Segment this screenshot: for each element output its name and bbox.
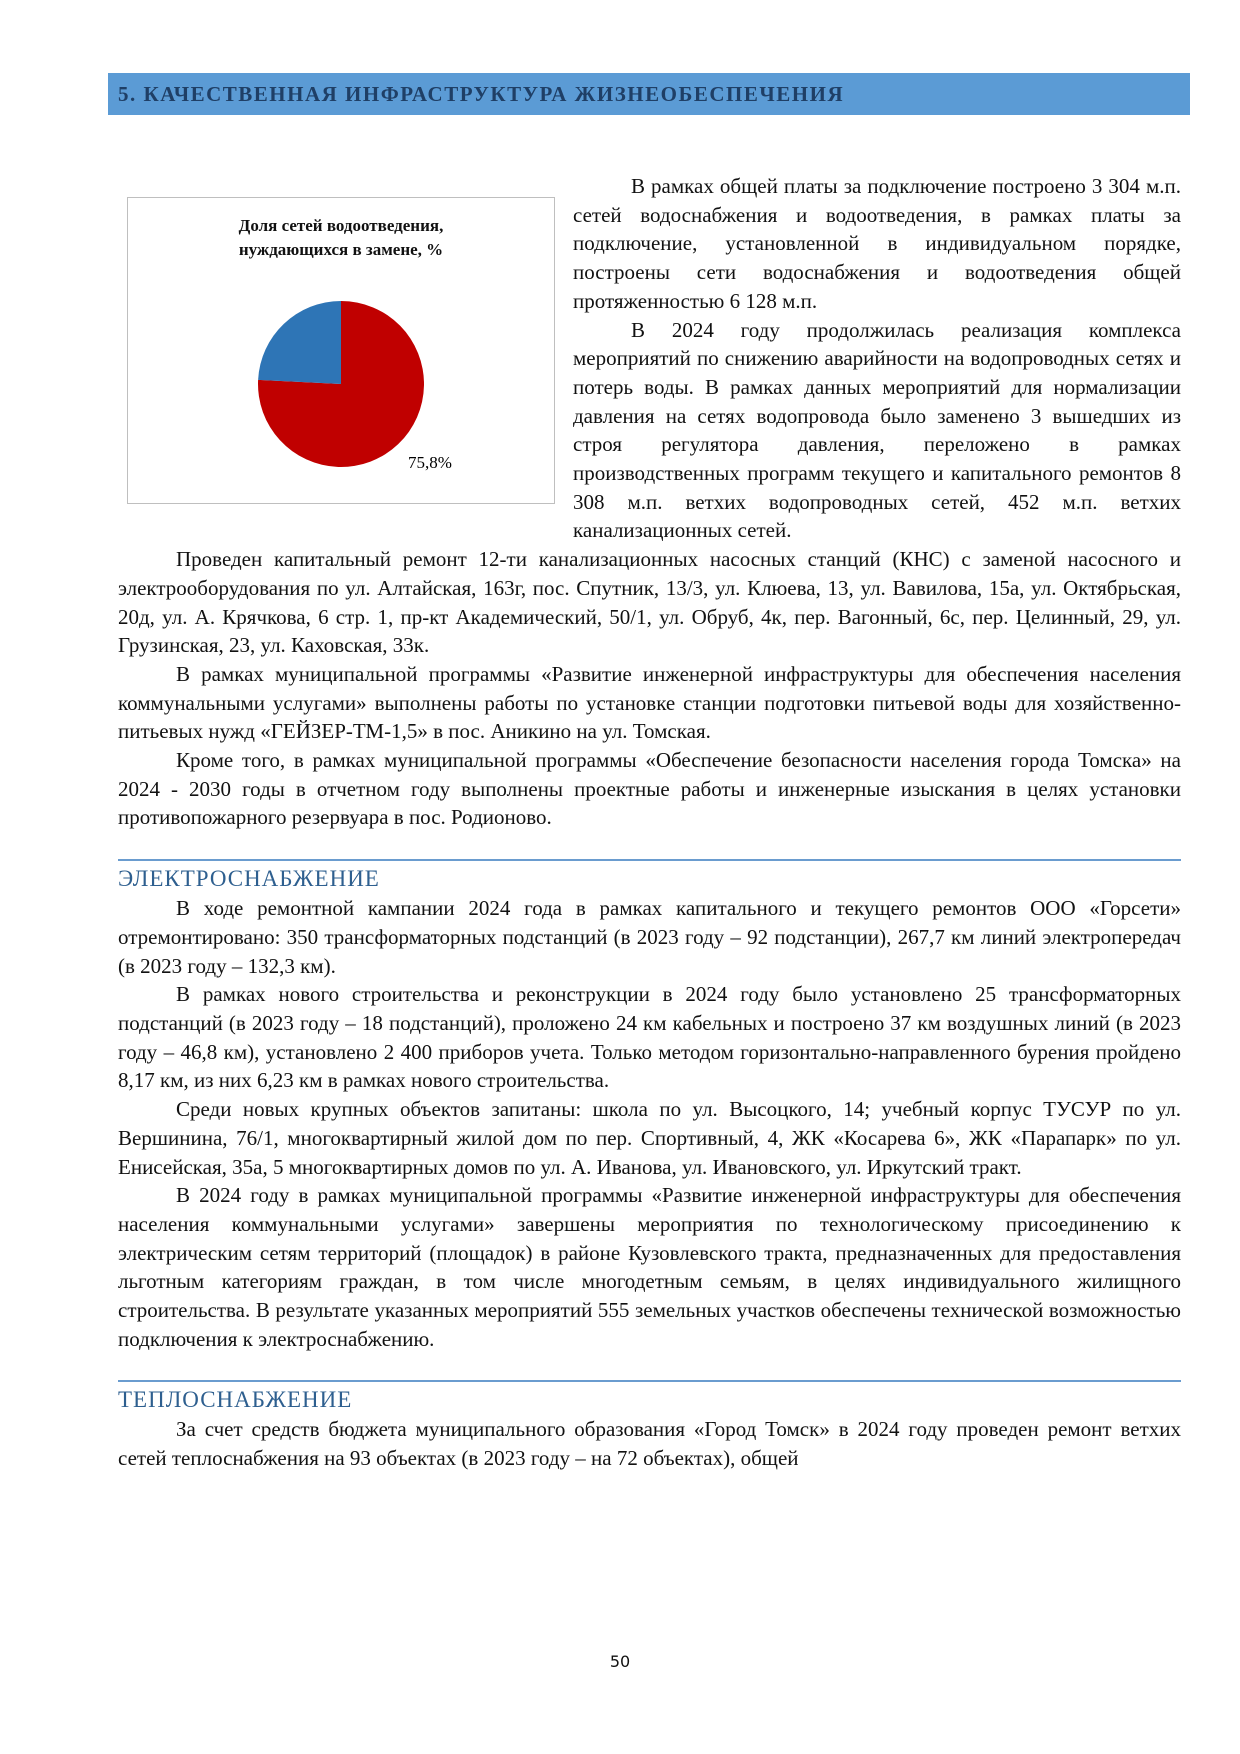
pie-svg: 75,8%	[258, 301, 452, 472]
paragraph: В ходе ремонтной кампании 2024 года в ра…	[118, 896, 1181, 978]
heat-section: ТЕПЛОСНАБЖЕНИЕ За счет средств бюджета м…	[118, 1380, 1181, 1472]
page-number: 50	[609, 1652, 631, 1671]
section-title: 5. КАЧЕСТВЕННАЯ ИНФРАСТРУКТУРА ЖИЗНЕОБЕС…	[118, 82, 845, 106]
data-label: 75,8%	[408, 453, 452, 472]
paragraph: В 2024 году в рамках муниципальной прогр…	[118, 1183, 1181, 1351]
section-header: 5. КАЧЕСТВЕННАЯ ИНФРАСТРУКТУРА ЖИЗНЕОБЕС…	[108, 73, 1190, 115]
pie-chart: Доля сетей водоотведения, нуждающихся в …	[127, 197, 555, 504]
pie-slice	[258, 301, 424, 467]
chart-title: Доля сетей водоотведения, нуждающихся в …	[128, 214, 554, 262]
electricity-section: ЭЛЕКТРОСНАБЖЕНИЕ В ходе ремонтной кампан…	[118, 859, 1181, 1353]
paragraph: В 2024 году продолжилась реализация комп…	[573, 317, 1181, 543]
page-content: Доля сетей водоотведения, нуждающихся в …	[118, 172, 1181, 1473]
chart-title-line: нуждающихся в замене, %	[238, 240, 444, 259]
paragraph: В рамках нового строительства и реконстр…	[118, 982, 1181, 1093]
water-section: В рамках общей платы за подключение пост…	[118, 172, 1181, 832]
pie-slice	[258, 301, 341, 384]
section-heading: ТЕПЛОСНАБЖЕНИЕ	[118, 1387, 353, 1413]
chart-title-line: Доля сетей водоотведения,	[238, 216, 444, 235]
paragraph: Кроме того, в рамках муниципальной прогр…	[118, 748, 1181, 830]
paragraph: В рамках муниципальной программы «Развит…	[118, 661, 1181, 744]
section-heading: ЭЛЕКТРОСНАБЖЕНИЕ	[118, 866, 380, 892]
paragraph: Проведен капитальный ремонт 12-ти канали…	[118, 547, 1181, 658]
paragraph: В рамках общей платы за подключение пост…	[573, 174, 1181, 313]
paragraph: Среди новых крупных объектов запитаны: ш…	[118, 1097, 1181, 1179]
paragraph: За счет средств бюджета муниципального о…	[118, 1417, 1181, 1471]
